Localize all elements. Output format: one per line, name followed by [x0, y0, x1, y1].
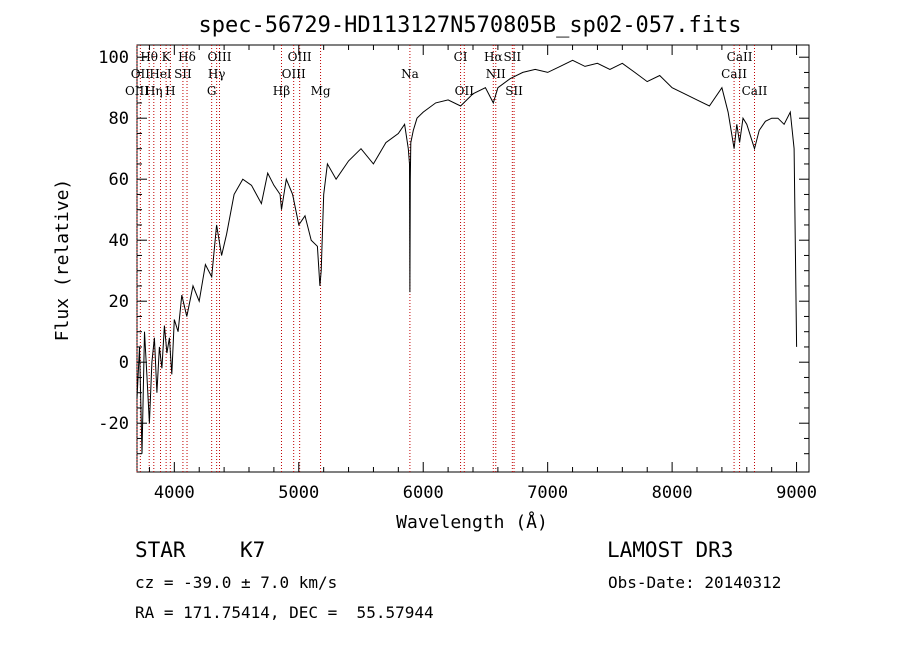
y-tick-label: 20 — [109, 292, 129, 312]
line-marker-label: SII — [174, 67, 192, 81]
survey-name: LAMOST DR3 — [607, 538, 734, 562]
y-tick-label: 60 — [109, 170, 129, 190]
line-marker-label: CaII — [742, 84, 768, 98]
line-marker-label: Hα — [484, 50, 503, 64]
x-tick-label: 8000 — [652, 483, 693, 503]
line-marker-label: Hδ — [178, 50, 196, 64]
object-class: STAR — [135, 538, 186, 562]
x-tick-label: 5000 — [278, 483, 319, 503]
line-marker-label: OIII — [125, 84, 149, 98]
chart-title: spec-56729-HD113127N570805B_sp02-057.fit… — [198, 13, 741, 38]
y-tick-label: 0 — [119, 353, 129, 373]
axis-ticks: 4000 5000 6000 7000 8000 9000 -20 0 20 40 60 80 100 — [98, 45, 817, 503]
redshift-text: cz = -39.0 ± 7.0 km/s — [135, 573, 338, 592]
x-tick-label: 4000 — [154, 483, 195, 503]
spectral-line-markers — [136, 45, 755, 472]
line-marker-label: Hβ — [273, 84, 290, 98]
line-marker-label: OIII — [288, 50, 312, 64]
line-marker-label: Mg — [311, 84, 331, 98]
line-marker-label: K — [162, 50, 172, 64]
coordinates: RA = 171.75414, DEC = 55.57944 — [135, 603, 434, 622]
x-tick-label: 6000 — [403, 483, 444, 503]
y-tick-label: 40 — [109, 231, 129, 251]
obs-date: Obs-Date: 20140312 — [608, 573, 782, 592]
line-marker-label: OII — [455, 84, 475, 98]
plot-frame — [136, 44, 810, 473]
line-marker-label: Na — [401, 67, 419, 81]
line-marker-label: CI — [454, 50, 468, 64]
line-marker-label: SII — [505, 84, 523, 98]
y-tick-label: 80 — [109, 109, 129, 129]
object-subclass: K7 — [240, 538, 266, 562]
line-marker-label: OII — [131, 67, 151, 81]
line-marker-label: SII — [503, 50, 521, 64]
x-tick-label: 7000 — [527, 483, 568, 503]
line-marker-label: Hγ — [208, 67, 226, 81]
line-marker-label: CaII — [721, 67, 747, 81]
line-marker-label: OIII — [207, 50, 231, 64]
line-marker-label: NII — [486, 67, 506, 81]
line-marker-label: Hη — [145, 84, 163, 98]
x-tick-label: 9000 — [776, 483, 817, 503]
line-marker-label: G — [207, 84, 217, 98]
flux-series-line — [136, 59, 798, 454]
line-marker-label: Hθ — [140, 50, 158, 64]
x-axis-label: Wavelength (Å) — [396, 511, 548, 533]
line-marker-label: HeI — [149, 67, 172, 81]
y-axis-label: Flux (relative) — [52, 179, 73, 342]
line-marker-label: H — [165, 84, 175, 98]
y-tick-label: -20 — [98, 414, 129, 434]
line-marker-label: OIII — [282, 67, 306, 81]
line-marker-label: CaII — [727, 50, 753, 64]
y-tick-label: 100 — [98, 48, 129, 68]
